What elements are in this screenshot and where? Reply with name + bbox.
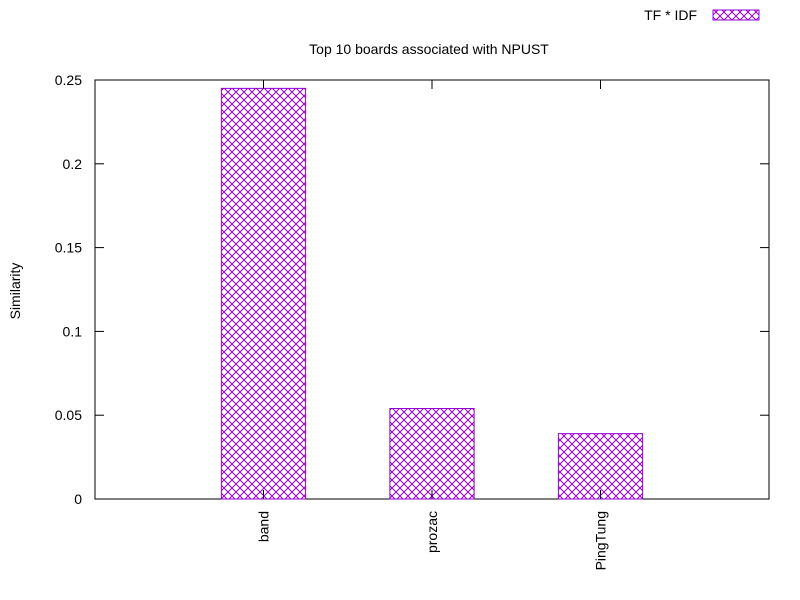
y-tick-label: 0 (74, 491, 82, 507)
y-tick-label: 0.05 (55, 407, 82, 423)
x-tick-label-prozac: prozac (424, 511, 440, 553)
bars (220, 87, 644, 500)
y-axis-label: Similarity (7, 263, 23, 320)
bar-band (220, 87, 307, 500)
x-axis-ticks: band prozac PingTung (256, 80, 609, 570)
x-tick-label-band: band (256, 511, 272, 542)
y-tick-label: 0.2 (63, 156, 83, 172)
legend: TF * IDF (644, 7, 760, 23)
y-tick-label: 0.25 (55, 72, 82, 88)
legend-swatch (712, 9, 760, 21)
y-axis-ticks: 0 0.05 0.1 0.15 0.2 0.25 (55, 72, 769, 507)
legend-label: TF * IDF (644, 7, 697, 23)
bar-pingtung (557, 433, 644, 500)
x-tick-label-pingtung: PingTung (593, 511, 609, 570)
y-tick-label: 0.15 (55, 240, 82, 256)
chart-title: Top 10 boards associated with NPUST (309, 41, 549, 57)
bar-prozac (389, 407, 475, 500)
y-tick-label: 0.1 (63, 323, 83, 339)
